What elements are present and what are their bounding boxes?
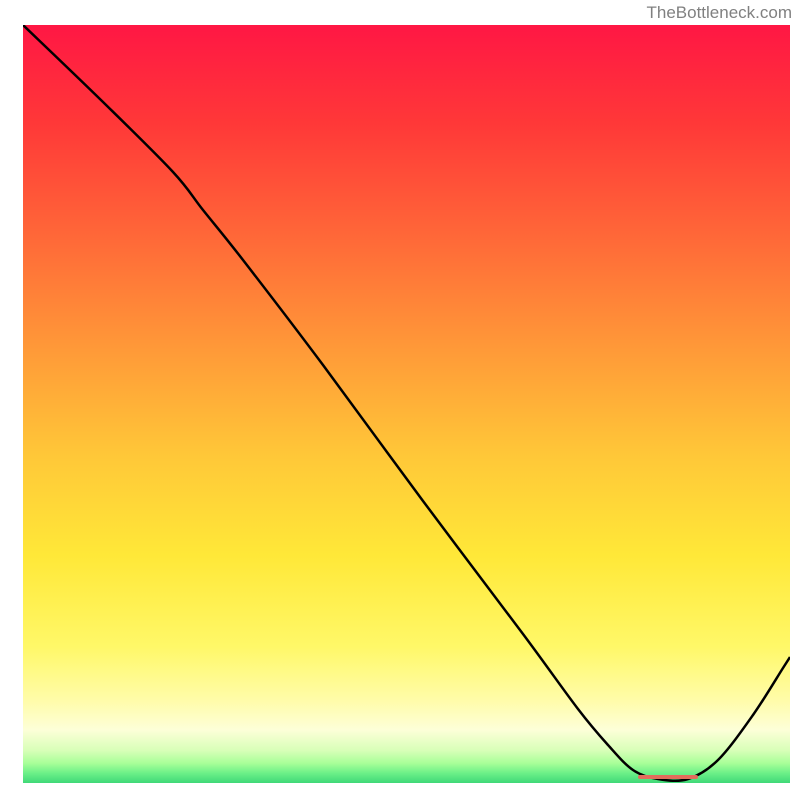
watermark-text: TheBottleneck.com (646, 3, 792, 23)
bottleneck-marker (638, 775, 698, 779)
chart-container (23, 25, 790, 782)
curve-line (23, 25, 790, 783)
